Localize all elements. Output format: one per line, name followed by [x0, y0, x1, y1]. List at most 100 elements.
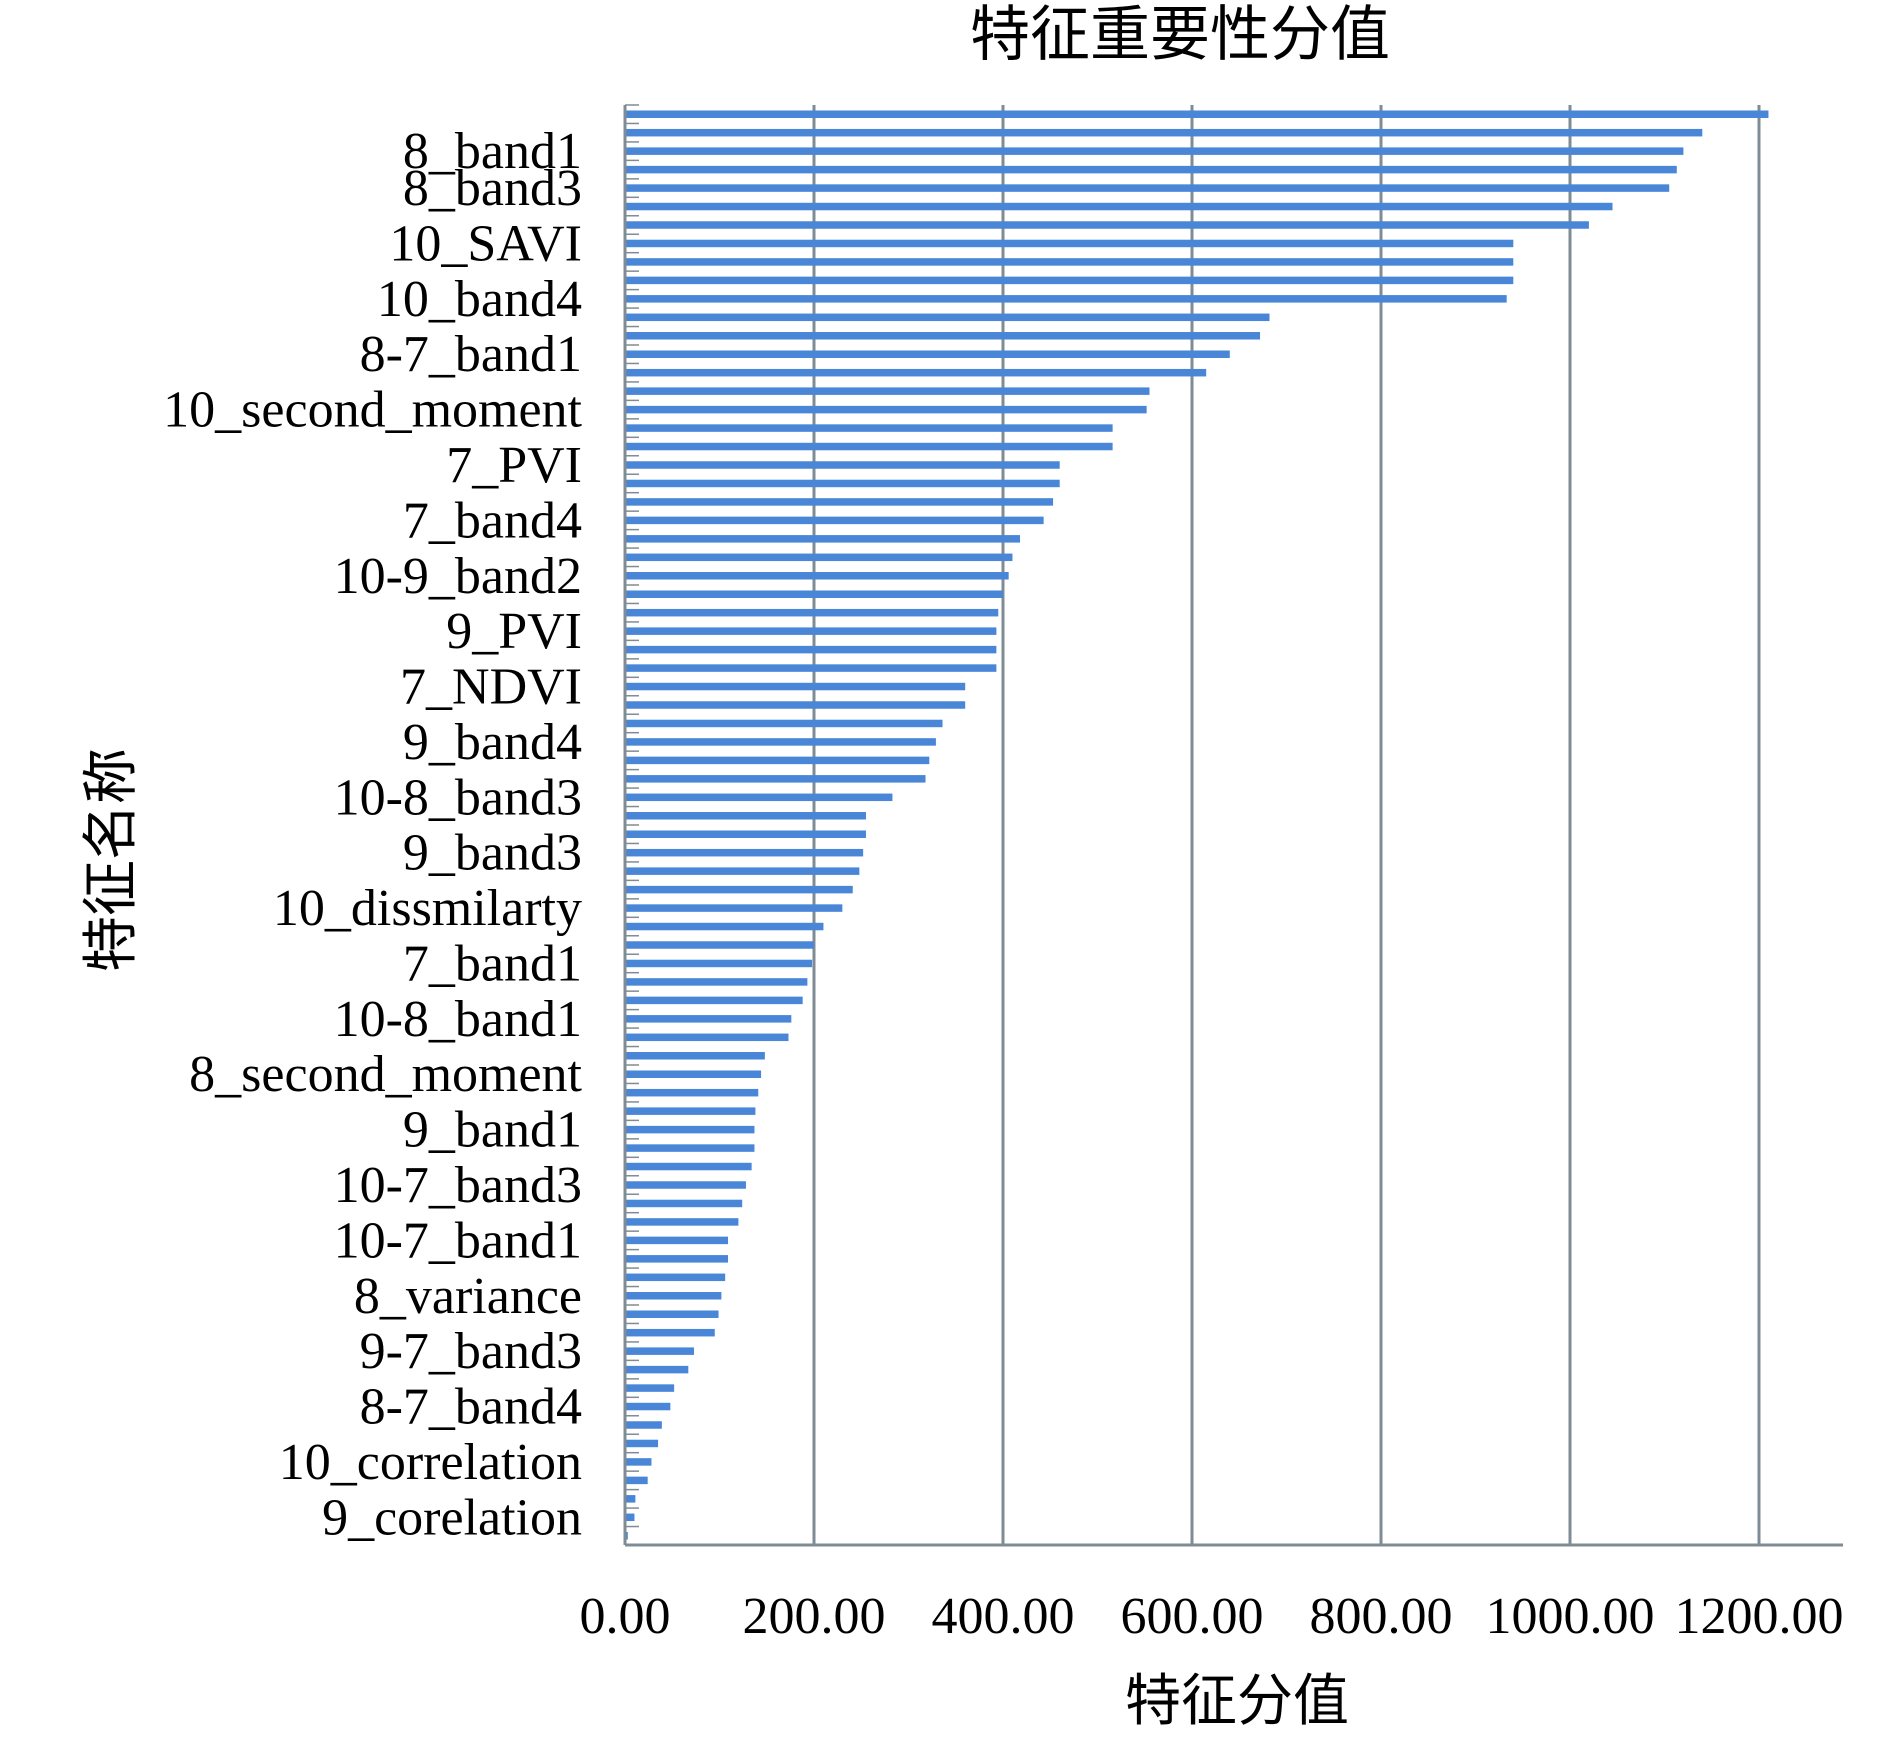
gridlines — [812, 105, 1761, 1545]
category-label-15: 7_band1 — [403, 935, 582, 992]
bar-20 — [626, 479, 1060, 488]
bar-16 — [626, 405, 1147, 414]
category-label-19: 10-7_band3 — [334, 1157, 582, 1214]
bar-73 — [626, 1458, 652, 1466]
bar-28 — [626, 627, 997, 635]
bar-46 — [626, 959, 813, 968]
bar-1 — [626, 128, 1703, 137]
category-label-11: 9_band4 — [403, 714, 582, 771]
bar-69 — [626, 1384, 675, 1392]
category-label-12: 10-8_band3 — [334, 769, 582, 826]
bar-37 — [626, 793, 893, 802]
bar-65 — [626, 1310, 719, 1318]
bar-34 — [626, 738, 936, 746]
x-axis-title: 特征分值 — [1125, 1669, 1349, 1734]
bar-44 — [626, 922, 824, 931]
bar-47 — [626, 978, 808, 986]
bar-21 — [626, 498, 1054, 506]
bar-23 — [626, 535, 1021, 543]
bar-67 — [626, 1347, 694, 1355]
x-tick-label-5: 1000.00 — [1486, 1588, 1655, 1645]
category-label-5: 10_second_moment — [163, 382, 582, 439]
bar-75 — [626, 1495, 636, 1503]
x-tick-labels: 0.00 200.00 400.00 600.00 800.00 1000.00 1200.… — [580, 1588, 1844, 1645]
bar-41 — [626, 867, 860, 875]
bar-7 — [626, 239, 1514, 248]
bar-77 — [626, 1532, 628, 1540]
y-axis-title: 特征名称 — [79, 748, 144, 972]
category-label-8: 10-9_band2 — [334, 548, 582, 605]
category-label-23: 8-7_band4 — [360, 1379, 582, 1436]
bar-63 — [626, 1273, 726, 1282]
bar-43 — [626, 904, 843, 912]
bar-36 — [626, 775, 926, 783]
category-labels: 8_band18_band310_SAVI10_band48-7_band110… — [163, 123, 582, 1546]
bar-6 — [626, 221, 1589, 229]
x-tick-label-6: 1200.00 — [1675, 1588, 1844, 1645]
bar-27 — [626, 608, 999, 617]
bar-50 — [626, 1033, 789, 1042]
category-label-20: 10-7_band1 — [334, 1212, 582, 1269]
bar-42 — [626, 885, 853, 894]
bar-33 — [626, 719, 943, 728]
bar-11 — [626, 313, 1270, 322]
bar-64 — [626, 1292, 722, 1300]
category-label-17: 8_second_moment — [189, 1046, 582, 1103]
bar-3 — [626, 165, 1677, 174]
chart-title: 特征重要性分值 — [970, 0, 1390, 70]
bar-54 — [626, 1107, 756, 1115]
bar-25 — [626, 572, 1009, 580]
bar-26 — [626, 590, 1003, 598]
category-label-0: 8_band1 — [403, 123, 582, 180]
bar-30 — [626, 664, 997, 672]
bar-18 — [626, 442, 1113, 451]
bar-17 — [626, 424, 1113, 432]
bar-9 — [626, 276, 1514, 285]
bar-31 — [626, 682, 966, 691]
bar-52 — [626, 1070, 762, 1078]
bar-39 — [626, 830, 866, 838]
bar-72 — [626, 1439, 659, 1448]
category-label-1: 8_band3 — [403, 160, 582, 217]
bar-71 — [626, 1421, 662, 1429]
bar-2 — [626, 147, 1684, 155]
x-tick-label-4: 800.00 — [1310, 1588, 1453, 1645]
category-label-13: 9_band3 — [403, 825, 582, 882]
bar-56 — [626, 1144, 755, 1152]
category-label-21: 8_variance — [354, 1268, 582, 1325]
bar-14 — [626, 368, 1207, 377]
bar-53 — [626, 1088, 759, 1097]
bar-29 — [626, 645, 997, 654]
bar-38 — [626, 812, 866, 820]
x-tick-label-0: 0.00 — [580, 1588, 671, 1645]
category-label-9: 9_PVI — [446, 603, 582, 660]
bar-0 — [626, 110, 1769, 118]
bar-32 — [626, 701, 966, 709]
x-tick-label-3: 600.00 — [1121, 1588, 1264, 1645]
bar-45 — [626, 941, 814, 949]
category-label-22: 9-7_band3 — [360, 1323, 582, 1380]
bar-60 — [626, 1218, 739, 1226]
category-label-24: 10_correlation — [279, 1434, 582, 1491]
category-label-4: 8-7_band1 — [360, 326, 582, 383]
bar-15 — [626, 387, 1150, 395]
bar-10 — [626, 295, 1507, 303]
category-label-18: 9_band1 — [403, 1102, 582, 1159]
category-label-2: 10_SAVI — [389, 215, 582, 272]
bar-35 — [626, 756, 930, 765]
bar-68 — [626, 1365, 689, 1374]
bar-19 — [626, 461, 1060, 469]
bar-62 — [626, 1255, 729, 1263]
category-label-6: 7_PVI — [446, 437, 582, 494]
bar-5 — [626, 202, 1613, 211]
bar-22 — [626, 516, 1044, 525]
bar-49 — [626, 1015, 792, 1023]
category-label-25: 9_corelation — [322, 1489, 582, 1546]
bar-70 — [626, 1402, 671, 1411]
x-tick-label-2: 400.00 — [932, 1588, 1075, 1645]
category-label-7: 7_band4 — [403, 492, 582, 549]
category-label-3: 10_band4 — [377, 271, 582, 328]
bar-4 — [626, 184, 1670, 192]
x-tick-label-1: 200.00 — [743, 1588, 886, 1645]
